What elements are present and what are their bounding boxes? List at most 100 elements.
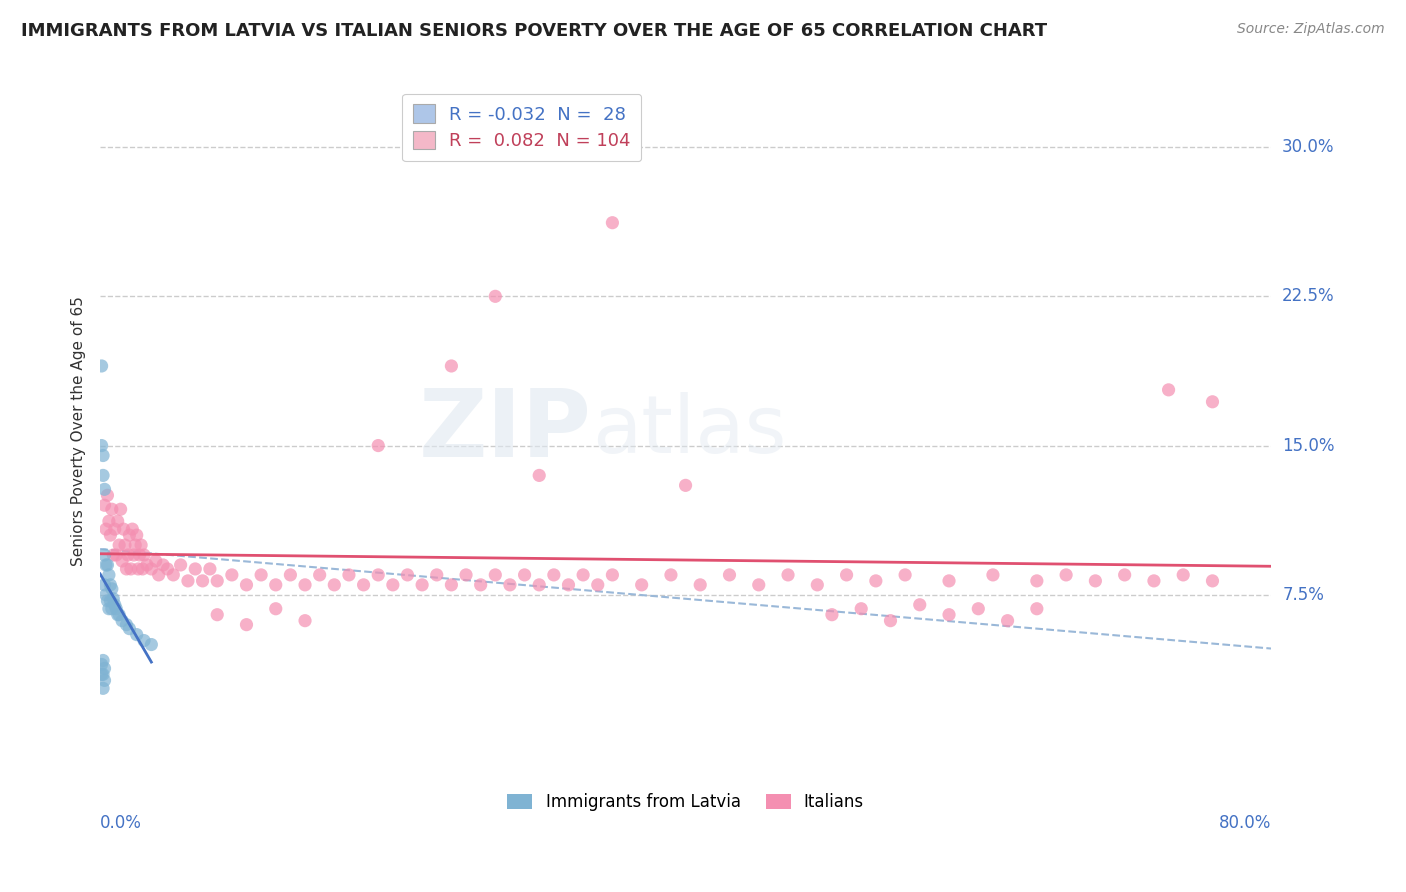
Point: [426, 568, 449, 582]
Point: [1201, 574, 1223, 588]
Text: 0.0%: 0.0%: [100, 814, 142, 832]
Point: [659, 568, 682, 582]
Point: [97, 514, 120, 528]
Point: [411, 578, 433, 592]
Point: [107, 514, 129, 528]
Point: [1157, 383, 1180, 397]
Point: [115, 617, 138, 632]
Point: [97, 568, 120, 582]
Point: [118, 528, 141, 542]
Point: [470, 578, 492, 592]
Text: atlas: atlas: [592, 392, 786, 470]
Point: [96, 558, 118, 572]
Point: [221, 568, 243, 582]
Point: [93, 483, 115, 497]
Point: [1201, 394, 1223, 409]
Point: [101, 582, 124, 596]
Point: [131, 562, 153, 576]
Point: [94, 522, 117, 536]
Point: [127, 562, 149, 576]
Point: [91, 468, 114, 483]
Point: [718, 568, 741, 582]
Text: ZIP: ZIP: [419, 384, 592, 476]
Point: [205, 607, 228, 622]
Point: [94, 558, 117, 572]
Point: [104, 522, 127, 536]
Point: [90, 439, 112, 453]
Point: [1084, 574, 1107, 588]
Text: 30.0%: 30.0%: [1282, 138, 1334, 156]
Text: 22.5%: 22.5%: [1282, 287, 1334, 305]
Point: [125, 627, 148, 641]
Point: [96, 488, 118, 502]
Point: [1143, 574, 1166, 588]
Point: [308, 568, 330, 582]
Point: [264, 601, 287, 615]
Point: [529, 468, 551, 483]
Point: [938, 607, 960, 622]
Point: [1173, 568, 1195, 582]
Point: [91, 449, 114, 463]
Point: [115, 562, 138, 576]
Point: [125, 528, 148, 542]
Y-axis label: Seniors Poverty Over the Age of 65: Seniors Poverty Over the Age of 65: [72, 296, 86, 566]
Legend: Immigrants from Latvia, Italians: Immigrants from Latvia, Italians: [501, 787, 870, 818]
Point: [91, 653, 114, 667]
Point: [250, 568, 273, 582]
Point: [105, 601, 128, 615]
Point: [93, 498, 115, 512]
Point: [136, 558, 159, 572]
Point: [381, 578, 404, 592]
Point: [141, 562, 163, 576]
Point: [96, 594, 118, 608]
Point: [97, 601, 120, 615]
Point: [128, 548, 150, 562]
Point: [120, 562, 142, 576]
Text: IMMIGRANTS FROM LATVIA VS ITALIAN SENIORS POVERTY OVER THE AGE OF 65 CORRELATION: IMMIGRANTS FROM LATVIA VS ITALIAN SENIOR…: [21, 22, 1047, 40]
Point: [235, 578, 257, 592]
Point: [323, 578, 346, 592]
Point: [111, 554, 134, 568]
Point: [630, 578, 652, 592]
Point: [93, 661, 115, 675]
Point: [776, 568, 799, 582]
Point: [1025, 574, 1047, 588]
Point: [981, 568, 1004, 582]
Point: [1025, 601, 1047, 615]
Point: [121, 522, 143, 536]
Point: [205, 574, 228, 588]
Point: [484, 289, 506, 303]
Point: [114, 538, 136, 552]
Point: [122, 548, 145, 562]
Point: [513, 568, 536, 582]
Point: [132, 633, 155, 648]
Point: [145, 554, 167, 568]
Point: [484, 568, 506, 582]
Point: [1054, 568, 1077, 582]
Point: [162, 568, 184, 582]
Point: [90, 657, 112, 672]
Point: [108, 538, 131, 552]
Point: [100, 578, 122, 592]
Point: [94, 588, 117, 602]
Point: [572, 568, 595, 582]
Point: [675, 478, 697, 492]
Point: [367, 568, 389, 582]
Point: [118, 622, 141, 636]
Point: [602, 216, 624, 230]
Text: 80.0%: 80.0%: [1219, 814, 1271, 832]
Point: [821, 607, 844, 622]
Point: [879, 614, 901, 628]
Point: [865, 574, 887, 588]
Point: [191, 574, 214, 588]
Point: [110, 502, 132, 516]
Point: [835, 568, 858, 582]
Point: [499, 578, 522, 592]
Point: [101, 601, 124, 615]
Point: [93, 673, 115, 688]
Point: [141, 638, 163, 652]
Point: [112, 522, 135, 536]
Point: [294, 578, 316, 592]
Point: [440, 578, 463, 592]
Point: [156, 562, 179, 576]
